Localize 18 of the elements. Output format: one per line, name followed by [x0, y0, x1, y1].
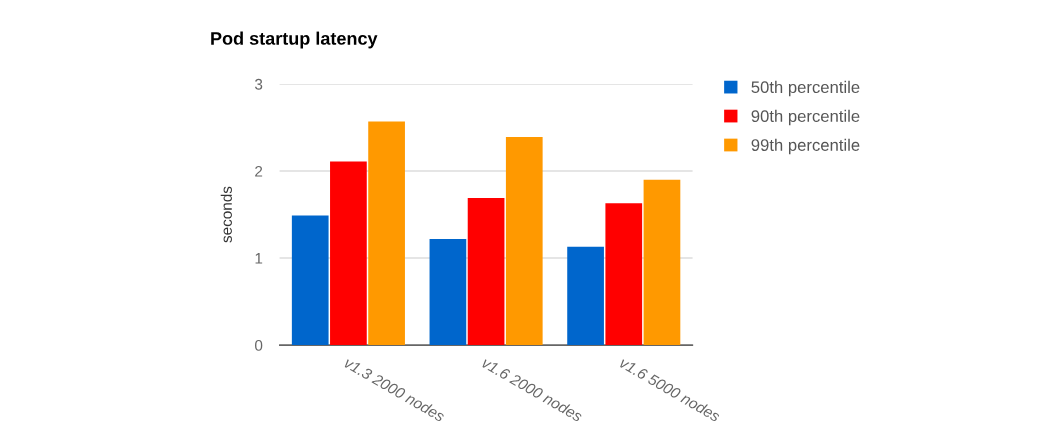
y-tick-label: 2: [255, 165, 263, 177]
y-axis-title: seconds: [220, 186, 232, 243]
bar: [467, 198, 505, 346]
legend-label: 90th percentile: [751, 109, 860, 126]
y-tick-label: 0: [255, 339, 263, 351]
bar: [368, 121, 405, 346]
legend-label: 99th percentile: [751, 138, 860, 155]
y-tick-label: 3: [254, 78, 263, 90]
legend-label: 50th percentile: [751, 80, 860, 97]
bar: [291, 215, 329, 346]
bar: [505, 137, 543, 346]
bar: [429, 238, 467, 346]
chart-title: Pod startup latency: [211, 31, 378, 49]
bar: [330, 161, 367, 346]
bar: [605, 203, 643, 346]
bar: [643, 179, 681, 346]
bar: [567, 246, 604, 346]
y-tick-label: 1: [255, 253, 263, 264]
